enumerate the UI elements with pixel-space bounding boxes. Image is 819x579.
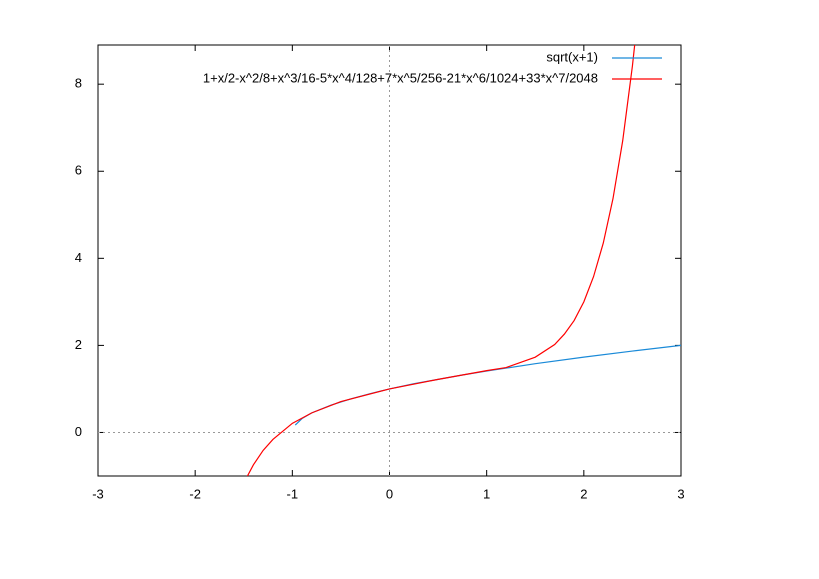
y-tick-label: 0 — [75, 424, 82, 439]
legend-label: 1+x/2-x^2/8+x^3/16-5*x^4/128+7*x^5/256-2… — [203, 70, 598, 85]
x-tick-label: 1 — [483, 486, 490, 501]
y-tick-label: 2 — [75, 337, 82, 352]
x-tick-label: 3 — [677, 486, 684, 501]
x-tick-label: -1 — [287, 486, 299, 501]
x-tick-label: -3 — [92, 486, 104, 501]
x-tick-label: -2 — [189, 486, 201, 501]
y-tick-label: 4 — [75, 250, 82, 265]
plot-area — [246, 45, 681, 476]
x-tick-label: 0 — [386, 486, 393, 501]
y-tick-label: 6 — [75, 163, 82, 178]
x-tick-label: 2 — [580, 486, 587, 501]
series-line — [294, 344, 681, 426]
y-tick-label: 8 — [75, 76, 82, 91]
series-line — [246, 45, 636, 476]
legend-label: sqrt(x+1) — [546, 49, 598, 64]
